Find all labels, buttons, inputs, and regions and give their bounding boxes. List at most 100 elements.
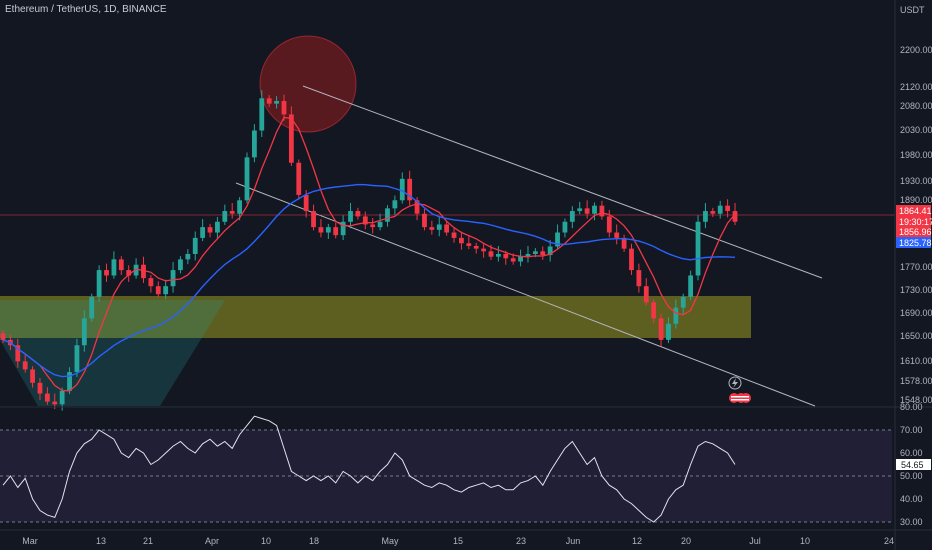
candle-body [318,227,324,233]
candle-body [392,200,398,209]
candle-body [518,256,523,262]
candle-body [710,211,716,214]
candle-body [629,248,634,271]
candle-body [695,221,701,276]
price-tick-label: 1770.00 [900,262,932,272]
candle-body [89,296,95,319]
time-tick-label: Mar [22,536,38,546]
time-tick-label: 15 [453,536,463,546]
price-tick-label: 2200.00 [900,45,932,55]
candle-body [495,253,501,257]
rsi-tick-label: 70.00 [900,425,923,435]
moving-average-fast-line [2,116,736,392]
channel-upper-line [302,85,823,279]
time-tick-label: 12 [632,536,642,546]
candle-body [133,264,139,276]
candle-body [37,382,43,394]
candle-body [621,237,627,249]
candle-body [244,157,250,201]
price-tick-label: 1980.00 [900,150,932,160]
candle-body [444,224,450,233]
time-tick-label: 23 [516,536,526,546]
candle-body [30,369,35,383]
candle-body [717,205,723,214]
candle-body [348,211,353,222]
candle-body [606,216,612,233]
time-tick-label: 20 [681,536,691,546]
rsi-value-label: 54.65 [901,460,924,470]
candle-body [303,194,309,212]
time-tick-label: Jul [749,536,761,546]
candle-body [229,211,235,214]
candle-body [185,253,191,260]
candle-body [200,227,206,238]
price-tick-label: 1650.00 [900,331,932,341]
candle-body [355,211,361,217]
candle-body [155,286,161,295]
channel-lower-line [235,182,816,407]
event-flags-icon[interactable] [729,393,751,403]
candle-body [59,390,65,405]
candle-body [296,162,302,195]
candle-body [385,208,390,222]
candle-body [473,245,479,249]
candle-body [732,211,738,222]
price-badge [896,205,931,216]
candle-body [680,296,686,308]
rsi-axis[interactable]: 80.00 70.00 60.00 50.00 40.00 30.00 54.65 [896,402,931,527]
time-tick-label: Jun [566,536,581,546]
candle-body [725,205,731,212]
candle-body [259,98,265,131]
price-tick-label: 1930.00 [900,176,932,186]
price-badge-label: 1825.78 [899,238,932,248]
candle-body [104,270,109,276]
currency-label: USDT [900,5,925,15]
candle-body [592,205,597,214]
price-tick-label: 1730.00 [900,285,932,295]
candle-body [237,200,243,214]
price-tick-label: 1890.00 [900,195,932,205]
time-tick-label: May [381,536,399,546]
candle-body [555,232,560,247]
candle-body [288,114,294,163]
candle-body [0,333,6,340]
price-axis[interactable]: 2200.00 2120.00 2080.00 2030.00 1980.00 1930.… [900,45,932,405]
time-tick-label: 10 [800,536,810,546]
candle-body [488,251,494,257]
price-badge-label: 1856.96 [899,227,932,237]
time-tick-label: 21 [143,536,153,546]
candle-body [118,259,124,271]
candlestick-series [0,90,738,411]
price-badge [896,237,931,248]
price-badge-label: 1864.41 [899,206,932,216]
price-tick-label: 1578.00 [900,376,932,386]
rsi-tick-label: 60.00 [900,448,923,458]
candle-body [170,270,176,287]
candle-body [562,221,568,233]
candle-body [503,253,509,259]
rsi-tick-label: 50.00 [900,471,923,481]
price-badge [896,226,931,237]
candle-body [192,237,198,254]
moving-average-slow-line [2,183,736,378]
price-badge-label: 19:30:17 [899,217,932,227]
candle-body [311,211,316,228]
price-tick-label: 1610.00 [900,356,932,366]
time-tick-label: 18 [309,536,319,546]
rsi-value-badge [896,459,931,470]
candle-body [532,251,538,254]
lightning-icon[interactable] [728,376,742,390]
time-axis[interactable]: Mar 13 21 Apr 10 18 May 15 23 Jun 12 20 Jul 10 24 [22,536,894,546]
candle-body [614,232,620,238]
candle-body [436,224,442,230]
candle-body [67,372,72,391]
candle-body [96,270,102,297]
candle-body [414,200,420,214]
candle-body [340,221,346,236]
candle-body [451,232,457,238]
projection-area [0,300,225,406]
candle-body [222,211,228,222]
candle-body [215,221,220,233]
